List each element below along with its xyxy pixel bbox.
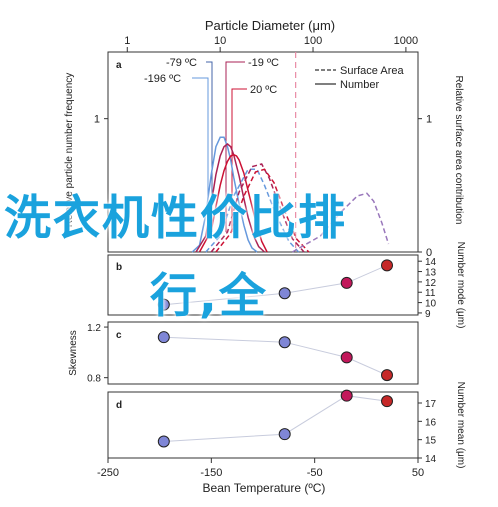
x-tick-label-0: -250: [97, 467, 119, 479]
chart-marks: 1 10 100 1000101910111213140.81.214151617-2…: [87, 35, 436, 479]
panel-b-letter: b: [116, 262, 122, 273]
top-tick-label-0: 1: [124, 35, 130, 47]
bottom-axis-label: Bean Temperature (ºC): [203, 481, 326, 495]
panel-a-letter: a: [116, 60, 122, 71]
a-left-tick-label-0: 1: [94, 114, 100, 126]
panel-d-point-0: [157, 435, 170, 448]
panel-b-point-0: [157, 298, 170, 311]
panel-c-frame: [107, 321, 419, 385]
panel-c-point-1: [278, 336, 291, 349]
panel-b-tick-label-0: 9: [425, 309, 431, 320]
temp-label-minus79: -79 ºC: [166, 57, 197, 69]
panel-c-point-0: [157, 331, 170, 344]
panel-d-point-3: [381, 395, 393, 408]
panel-c-point-3: [381, 369, 393, 382]
series-line-4: [210, 163, 305, 253]
panel-d-ylabel: Number mean (μm): [455, 382, 466, 469]
x-tick-label-3: 50: [412, 467, 424, 479]
temp-label-minus196: -196 ºC: [144, 73, 181, 85]
panel-d-tick-label-1: 15: [425, 436, 437, 447]
panel-a-frame: [107, 51, 419, 253]
panel-a-right-ylabel: Relative surface area contribution: [453, 76, 464, 225]
series-line-3: [205, 168, 300, 253]
panel-d-tick-label-2: 16: [425, 417, 437, 428]
panel-b-tick-label-2: 11: [425, 288, 436, 299]
panel-b-frame: [107, 254, 419, 316]
panel-d-point-2: [340, 389, 353, 402]
panel-c-trend: [163, 336, 388, 376]
top-tick-label-3: 1000: [394, 35, 418, 47]
series-line-0: [191, 136, 258, 253]
temp-label-20: 20 ºC: [250, 84, 277, 96]
panel-b-tick-label-5: 14: [425, 257, 437, 268]
leader-minus19: [225, 61, 245, 232]
panel-c-letter: c: [116, 330, 122, 341]
leader-minus79: [206, 61, 213, 232]
panel-c-point-2: [340, 351, 353, 364]
panel-d-tick-label-3: 17: [425, 399, 437, 410]
panel-a-left-ylabel: Relative particle number frequency: [64, 73, 75, 228]
leader-minus196: [192, 77, 209, 232]
panel-d-letter: d: [116, 400, 122, 411]
top-tick-label-2: 100: [304, 35, 322, 47]
series-line-1: [195, 143, 266, 253]
x-tick-label-1: -150: [200, 467, 222, 479]
x-tick-label-2: -50: [307, 467, 323, 479]
a-right-tick-label-0: 0: [426, 247, 432, 259]
top-axis-label: Particle Diameter (μm): [205, 18, 335, 33]
panel-b-tick-label-3: 12: [425, 278, 437, 289]
leader-20: [231, 88, 247, 232]
panel-c-tick-label-0: 0.8: [87, 374, 101, 385]
panel-c-tick-label-1: 1.2: [87, 323, 101, 334]
panel-b-ylabel: Number mode (μm): [455, 242, 466, 329]
panel-c-ylabel: Skewness: [68, 330, 79, 376]
panel-d-trend: [163, 395, 388, 442]
top-tick-label-1: 10: [214, 35, 226, 47]
panel-b-point-1: [278, 287, 291, 300]
panel-b-point-2: [340, 276, 353, 289]
panel-d-point-1: [278, 428, 291, 441]
legend-label-number: Number: [340, 79, 379, 91]
temp-label-minus19: -19 ºC: [248, 57, 279, 69]
panel-b-point-3: [381, 259, 393, 272]
panel-d-tick-label-0: 14: [425, 454, 437, 465]
a-right-tick-label-1: 1: [426, 114, 432, 126]
series-line-5: [215, 168, 310, 253]
series-line-6: [292, 192, 390, 253]
panel-d-frame: [107, 391, 419, 459]
panel-b-tick-label-4: 13: [425, 268, 437, 279]
series-line-2: [198, 153, 268, 253]
panel-b-trend: [163, 264, 388, 306]
panel-b-tick-label-1: 10: [425, 299, 437, 310]
legend-label-surface-area: Surface Area: [340, 65, 404, 77]
